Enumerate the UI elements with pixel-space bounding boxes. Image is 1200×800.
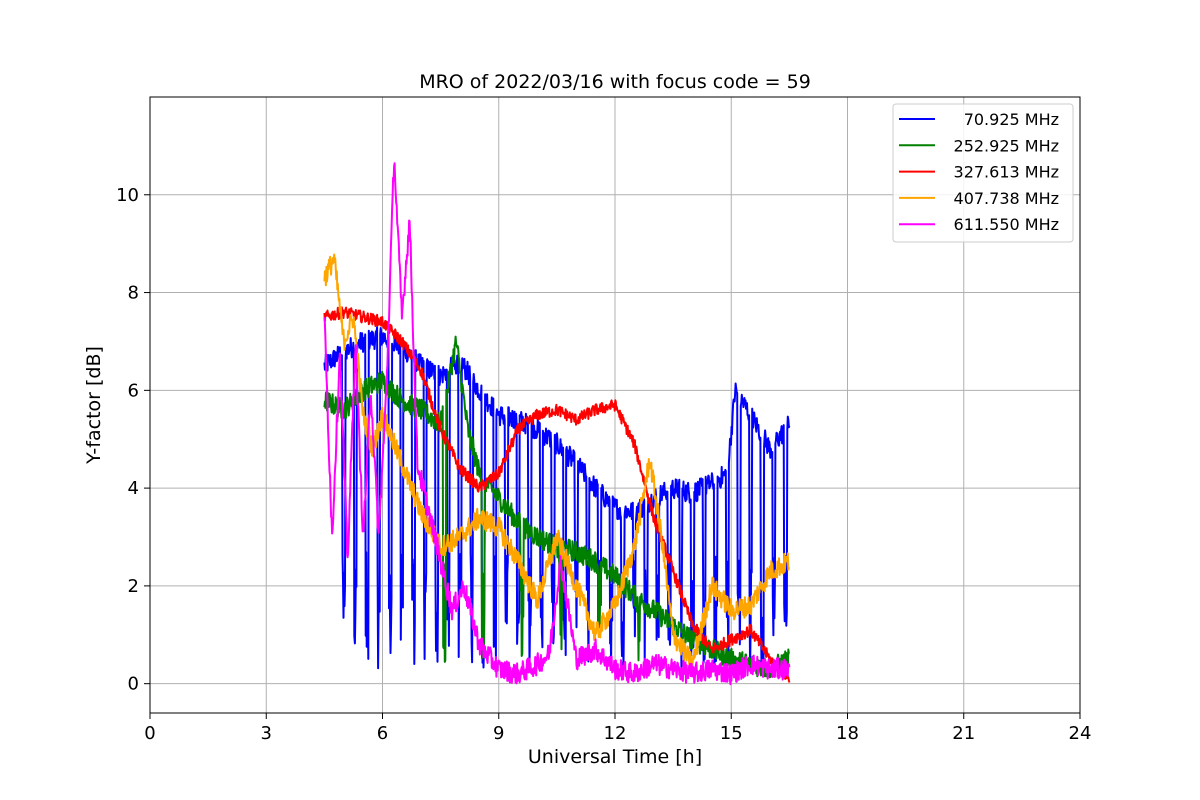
series-line-4 xyxy=(323,162,791,686)
x-tick-label: 3 xyxy=(261,723,272,744)
y-tick-label: 6 xyxy=(128,380,139,401)
y-axis: 0 2 4 6 8 10 xyxy=(116,185,150,695)
y-tick-label: 2 xyxy=(128,576,139,597)
y-axis-label: Y-factor [dB] xyxy=(83,346,105,465)
series-line-3 xyxy=(323,253,791,671)
y-tick-label: 8 xyxy=(128,283,139,304)
x-tick-label: 15 xyxy=(720,723,743,744)
legend-label: 327.613 MHz xyxy=(954,163,1059,182)
x-tick-label: 21 xyxy=(952,723,975,744)
y-tick-label: 10 xyxy=(116,185,139,206)
legend-label: 611.550 MHz xyxy=(954,215,1059,234)
legend-label: 70.925 MHz xyxy=(964,110,1059,129)
x-tick-label: 6 xyxy=(377,723,388,744)
x-tick-label: 9 xyxy=(493,723,504,744)
x-axis-label: Universal Time [h] xyxy=(528,746,702,768)
y-tick-label: 0 xyxy=(128,674,139,695)
legend: 70.925 MHz 252.925 MHz 327.613 MHz 407.738 … xyxy=(892,103,1074,243)
legend-label: 407.738 MHz xyxy=(954,189,1059,208)
y-tick-label: 4 xyxy=(128,478,139,499)
x-tick-label: 24 xyxy=(1069,723,1092,744)
x-tick-label: 0 xyxy=(144,723,155,744)
chart-title: MRO of 2022/03/16 with focus code = 59 xyxy=(419,71,811,93)
series-line-0 xyxy=(323,326,791,670)
legend-label: 252.925 MHz xyxy=(954,136,1059,155)
x-tick-label: 18 xyxy=(836,723,859,744)
legend-box xyxy=(892,103,1074,243)
series-line-2 xyxy=(323,306,791,683)
x-tick-label: 12 xyxy=(604,723,627,744)
plot-series-group xyxy=(323,162,791,686)
x-axis: 0 3 6 9 12 15 18 21 24 xyxy=(144,713,1091,744)
